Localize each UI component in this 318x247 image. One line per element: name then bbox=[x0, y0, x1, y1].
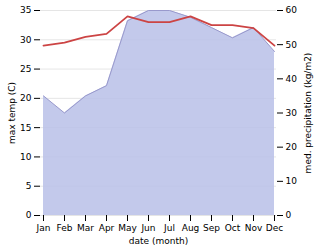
svg-text:50: 50 bbox=[286, 40, 298, 50]
svg-text:60: 60 bbox=[286, 5, 298, 15]
svg-text:35: 35 bbox=[20, 5, 31, 15]
svg-text:15: 15 bbox=[20, 123, 31, 133]
svg-text:med. precipitation (kg/m2): med. precipitation (kg/m2) bbox=[303, 53, 313, 174]
svg-text:Nov: Nov bbox=[245, 223, 263, 233]
svg-text:25: 25 bbox=[20, 64, 31, 74]
svg-text:10: 10 bbox=[20, 152, 32, 162]
svg-text:Apr: Apr bbox=[99, 223, 115, 233]
svg-text:Feb: Feb bbox=[57, 223, 73, 233]
svg-text:10: 10 bbox=[286, 176, 298, 186]
svg-text:20: 20 bbox=[20, 93, 32, 103]
svg-text:Aug: Aug bbox=[182, 223, 200, 233]
svg-text:30: 30 bbox=[286, 108, 298, 118]
svg-text:0: 0 bbox=[26, 210, 32, 220]
svg-text:Mar: Mar bbox=[77, 223, 94, 233]
svg-text:Oct: Oct bbox=[225, 223, 241, 233]
svg-text:Jan: Jan bbox=[36, 223, 51, 233]
svg-text:0: 0 bbox=[286, 210, 292, 220]
svg-text:Jul: Jul bbox=[163, 223, 175, 233]
svg-text:max temp (C): max temp (C) bbox=[7, 82, 17, 144]
svg-text:Sep: Sep bbox=[203, 223, 220, 233]
svg-text:40: 40 bbox=[286, 74, 298, 84]
svg-text:5: 5 bbox=[26, 181, 32, 191]
svg-text:Dec: Dec bbox=[266, 223, 283, 233]
svg-text:date (month): date (month) bbox=[129, 236, 188, 246]
svg-text:30: 30 bbox=[20, 35, 32, 45]
svg-text:May: May bbox=[118, 223, 137, 233]
svg-text:Jun: Jun bbox=[140, 223, 155, 233]
svg-text:20: 20 bbox=[286, 142, 298, 152]
